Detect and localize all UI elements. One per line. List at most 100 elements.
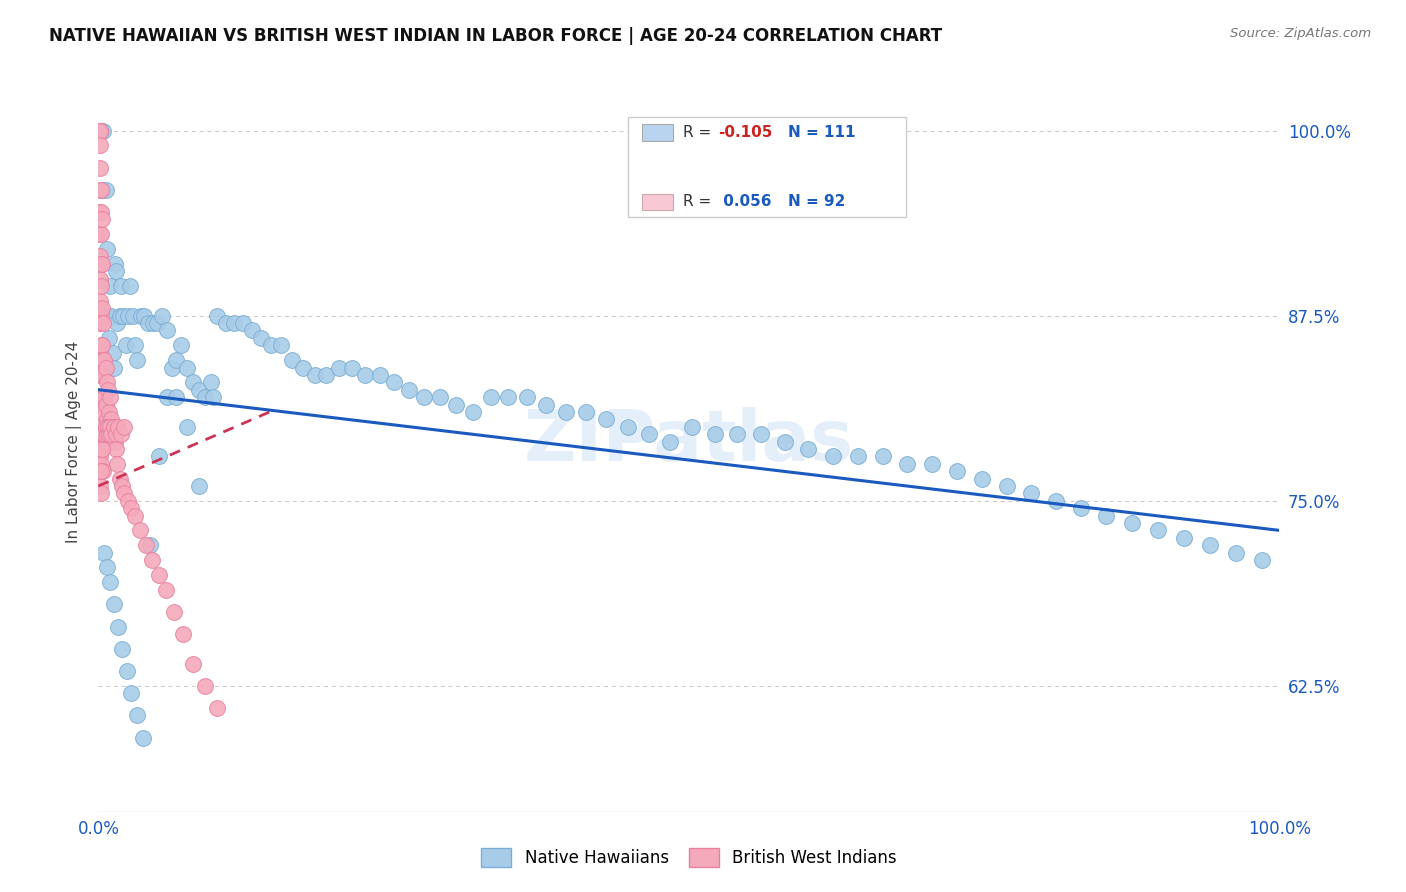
Point: [89, 271, 111, 285]
Point: [872, 450, 894, 464]
Point: [231, 316, 253, 330]
Point: [89, 161, 111, 175]
Point: [96, 560, 118, 574]
Point: [89, 316, 111, 330]
Text: Source: ZipAtlas.com: Source: ZipAtlas.com: [1230, 27, 1371, 40]
Point: [342, 360, 364, 375]
Text: NATIVE HAWAIIAN VS BRITISH WEST INDIAN IN LABOR FORCE | AGE 20-24 CORRELATION CH: NATIVE HAWAIIAN VS BRITISH WEST INDIAN I…: [49, 27, 942, 45]
Point: [89, 419, 111, 434]
Point: [90, 183, 112, 197]
Point: [160, 360, 183, 375]
Point: [575, 405, 598, 419]
Point: [304, 368, 326, 382]
Point: [94, 419, 117, 434]
Point: [90, 368, 112, 382]
Point: [91, 353, 114, 368]
Point: [89, 123, 111, 137]
Point: [121, 686, 143, 700]
Point: [479, 390, 502, 404]
Point: [156, 324, 179, 338]
Text: N = 111: N = 111: [789, 125, 856, 140]
Point: [90, 398, 112, 412]
Point: [91, 427, 114, 442]
Point: [97, 383, 120, 397]
Point: [91, 405, 114, 419]
Point: [1070, 501, 1092, 516]
Point: [104, 257, 127, 271]
Point: [96, 242, 118, 256]
Point: [165, 390, 187, 404]
Point: [201, 390, 224, 404]
Point: [970, 472, 993, 486]
Point: [129, 309, 152, 323]
Point: [91, 464, 114, 478]
Point: [91, 257, 114, 271]
Point: [90, 338, 112, 352]
Point: [96, 376, 118, 390]
Point: [105, 316, 128, 330]
Point: [107, 419, 129, 434]
Point: [291, 360, 314, 375]
Point: [1173, 531, 1195, 545]
Point: [995, 479, 1018, 493]
Point: [142, 316, 165, 330]
Point: [110, 427, 132, 442]
Point: [98, 427, 121, 442]
Point: [1021, 486, 1043, 500]
Point: [1250, 553, 1272, 567]
Point: [127, 353, 149, 368]
Point: [136, 316, 159, 330]
Point: [90, 486, 112, 500]
Point: [89, 345, 111, 359]
Point: [281, 353, 304, 368]
Point: [89, 227, 111, 242]
Text: 0.056: 0.056: [718, 194, 772, 210]
Point: [100, 412, 122, 426]
Point: [89, 250, 111, 264]
Legend: Native Hawaiians, British West Indians: Native Hawaiians, British West Indians: [475, 841, 903, 874]
Y-axis label: In Labor Force | Age 20-24: In Labor Force | Age 20-24: [66, 341, 83, 542]
Point: [749, 427, 772, 442]
Point: [103, 419, 125, 434]
Point: [89, 293, 111, 308]
Point: [205, 701, 228, 715]
Point: [98, 390, 121, 404]
Point: [170, 338, 193, 352]
Point: [107, 620, 129, 634]
Point: [187, 383, 209, 397]
Point: [91, 212, 114, 227]
Point: [91, 123, 114, 137]
Point: [96, 412, 118, 426]
Point: [103, 360, 125, 375]
Text: R =: R =: [683, 194, 716, 210]
Text: N = 92: N = 92: [789, 194, 845, 210]
Text: -0.105: -0.105: [718, 125, 772, 140]
Point: [114, 338, 136, 352]
Point: [413, 390, 436, 404]
Point: [108, 309, 131, 323]
Point: [595, 412, 617, 426]
Point: [97, 309, 120, 323]
Point: [112, 419, 135, 434]
Point: [148, 567, 170, 582]
Point: [93, 546, 115, 560]
Point: [150, 309, 173, 323]
Point: [117, 309, 139, 323]
Point: [98, 575, 121, 590]
Point: [124, 508, 146, 523]
Point: [115, 664, 138, 678]
Point: [328, 360, 350, 375]
Point: [98, 331, 121, 345]
Point: [97, 419, 120, 434]
Point: [637, 427, 659, 442]
Point: [111, 479, 134, 493]
Point: [90, 279, 112, 293]
Point: [103, 598, 125, 612]
Text: ZIPatlas: ZIPatlas: [524, 407, 853, 476]
Point: [90, 205, 112, 219]
Point: [105, 427, 128, 442]
Point: [141, 553, 163, 567]
Point: [120, 279, 142, 293]
Point: [382, 376, 405, 390]
Point: [134, 309, 156, 323]
